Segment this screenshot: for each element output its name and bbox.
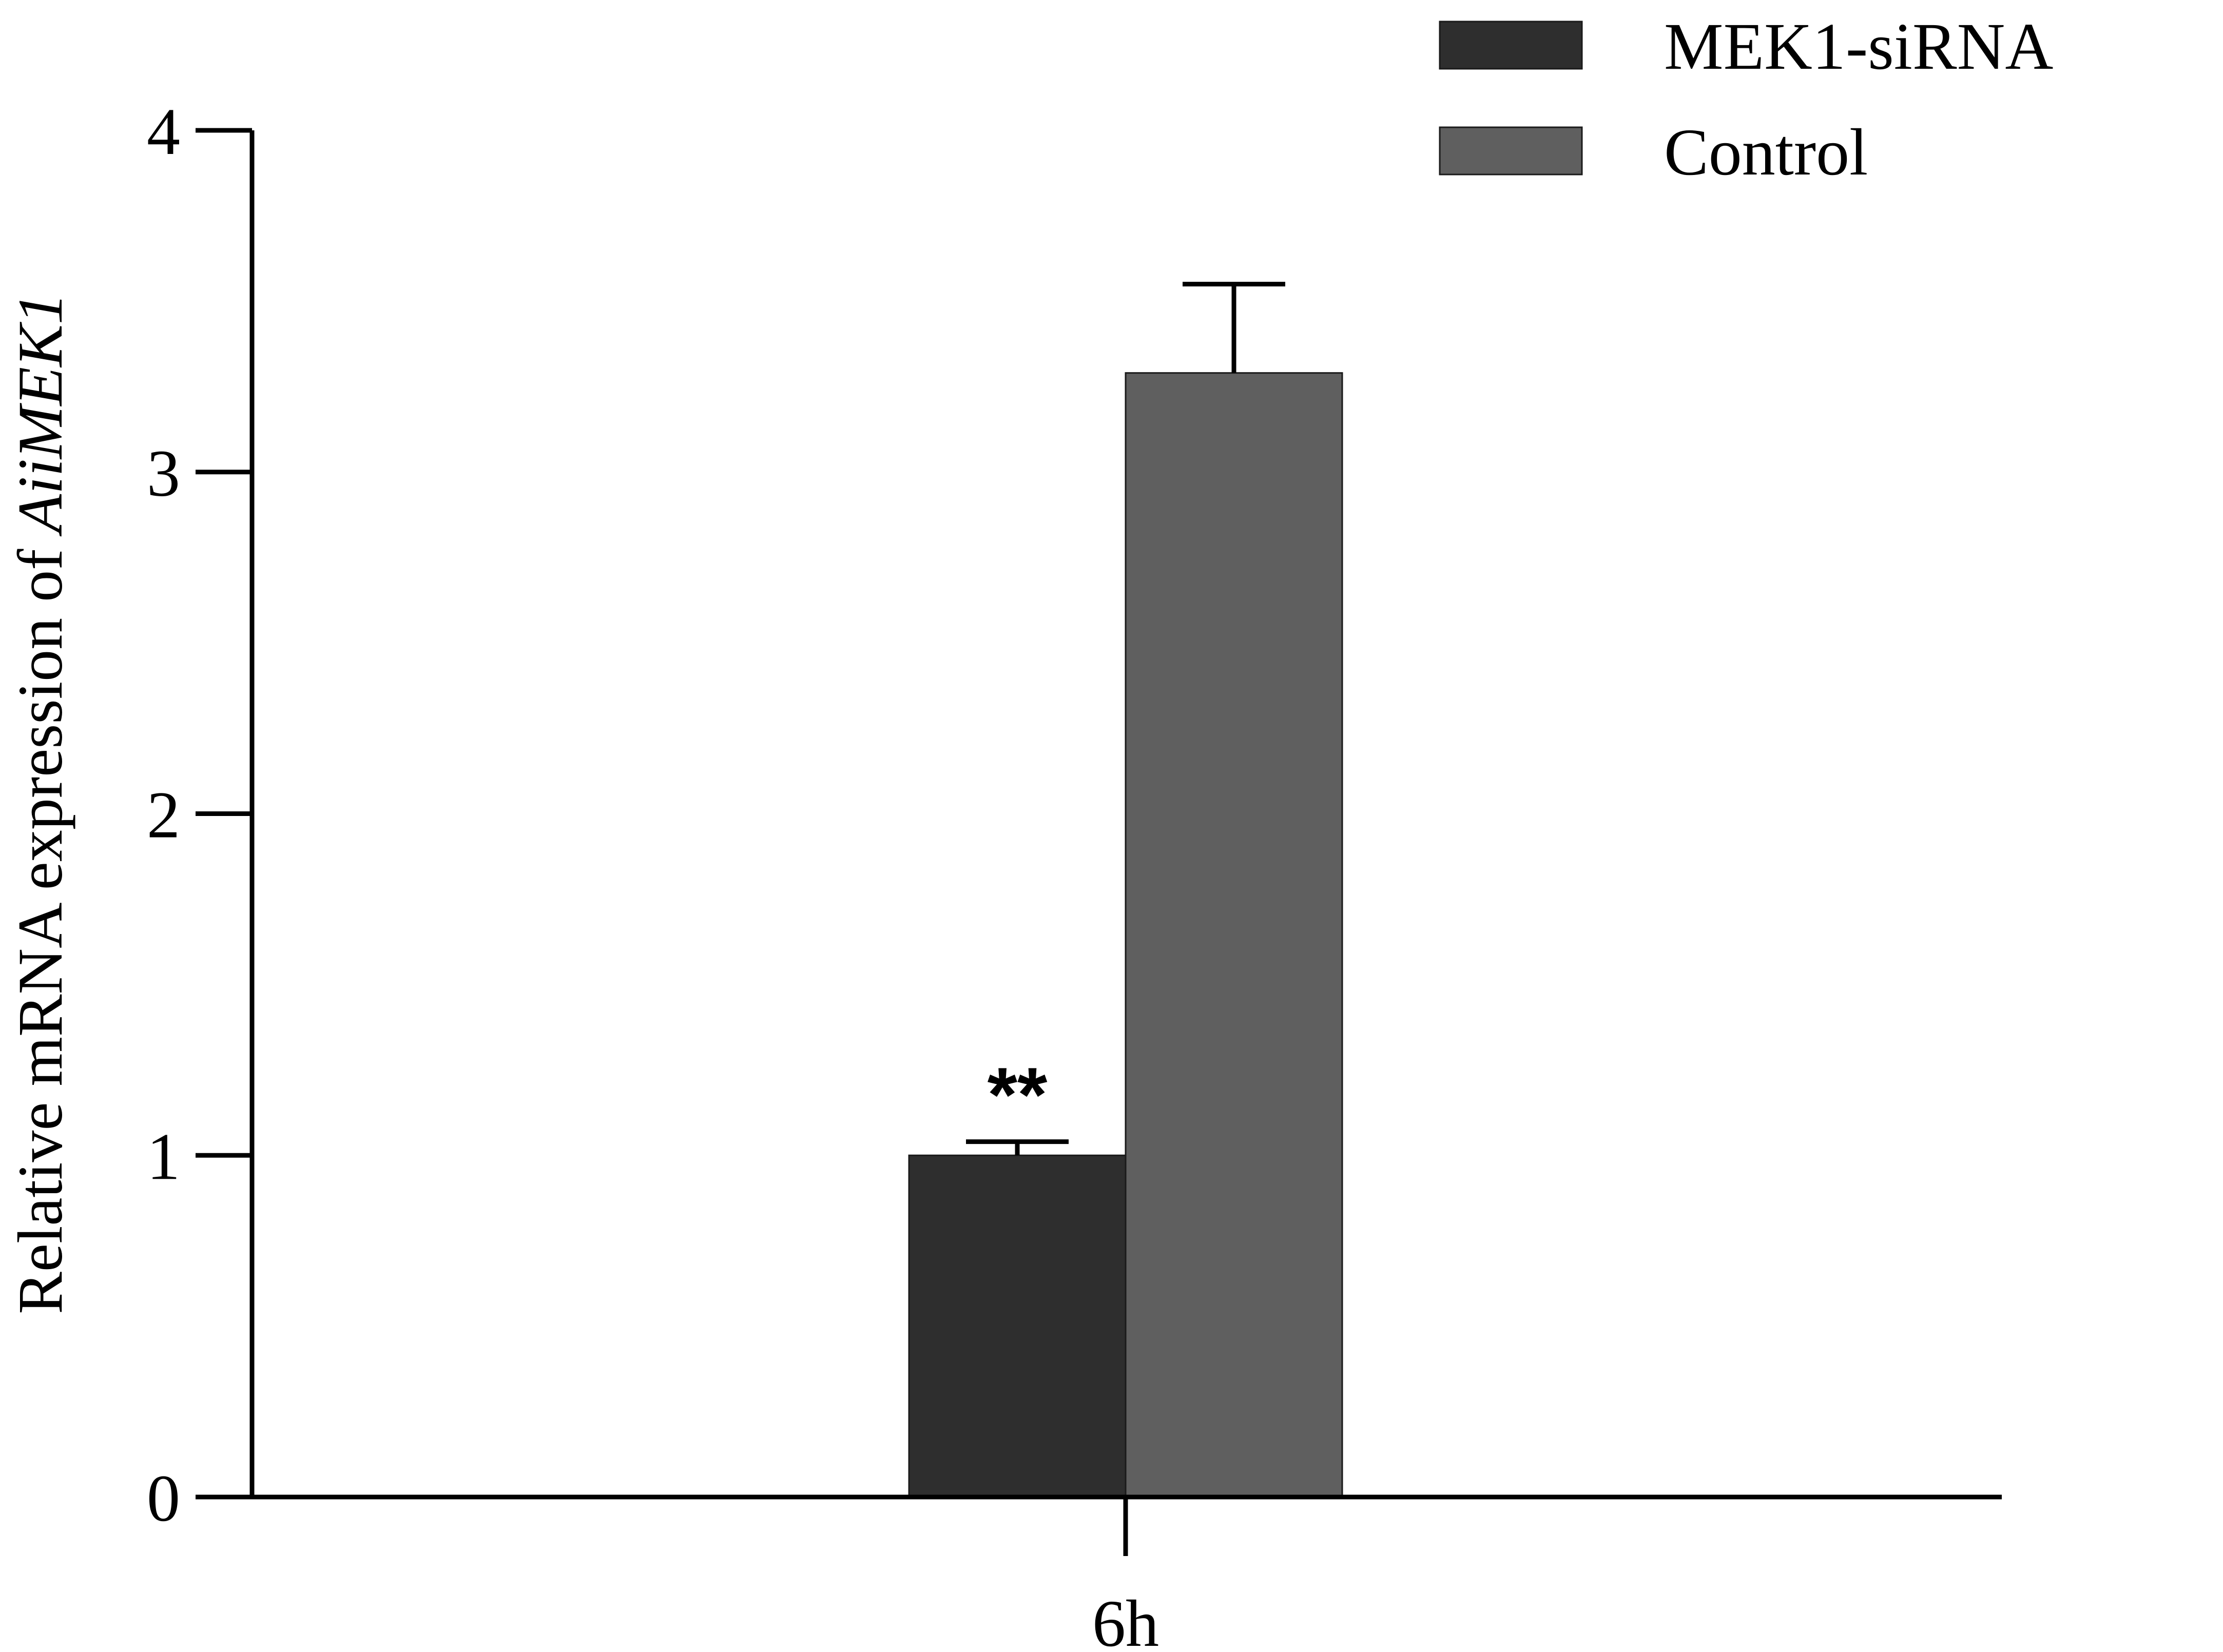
x-axis-ticks: 6h <box>1092 1497 1159 1652</box>
bar-control <box>1125 372 1343 1498</box>
legend-swatch <box>1439 126 1583 176</box>
legend-label: Control <box>1664 115 1868 189</box>
y-axis-title-text: Relative mRNA expression of <box>5 533 75 1314</box>
significance-annotations: ** <box>988 1052 1048 1138</box>
error-bars <box>966 282 1285 1156</box>
y-axis-title: Relative mRNA expression of AiiMEK1 <box>5 293 75 1314</box>
y-tick-label: 3 <box>147 437 180 511</box>
legend: MEK1-siRNA Control <box>1439 10 2053 189</box>
y-tick-label: 2 <box>147 779 180 852</box>
significance-label: ** <box>988 1052 1048 1138</box>
bar-mek1-sirna <box>908 1154 1127 1498</box>
x-tick-label: 6h <box>1092 1587 1159 1652</box>
bars <box>908 372 1343 1498</box>
y-axis-title-gene: AiiMEK1 <box>5 293 75 536</box>
y-tick-label: 0 <box>147 1462 180 1536</box>
y-tick-label: 1 <box>147 1120 180 1194</box>
y-tick-label: 4 <box>147 95 180 169</box>
legend-label: MEK1-siRNA <box>1664 10 2053 84</box>
legend-swatch <box>1439 21 1583 70</box>
y-axis-ticks: 0 1 2 3 4 <box>147 95 252 1536</box>
